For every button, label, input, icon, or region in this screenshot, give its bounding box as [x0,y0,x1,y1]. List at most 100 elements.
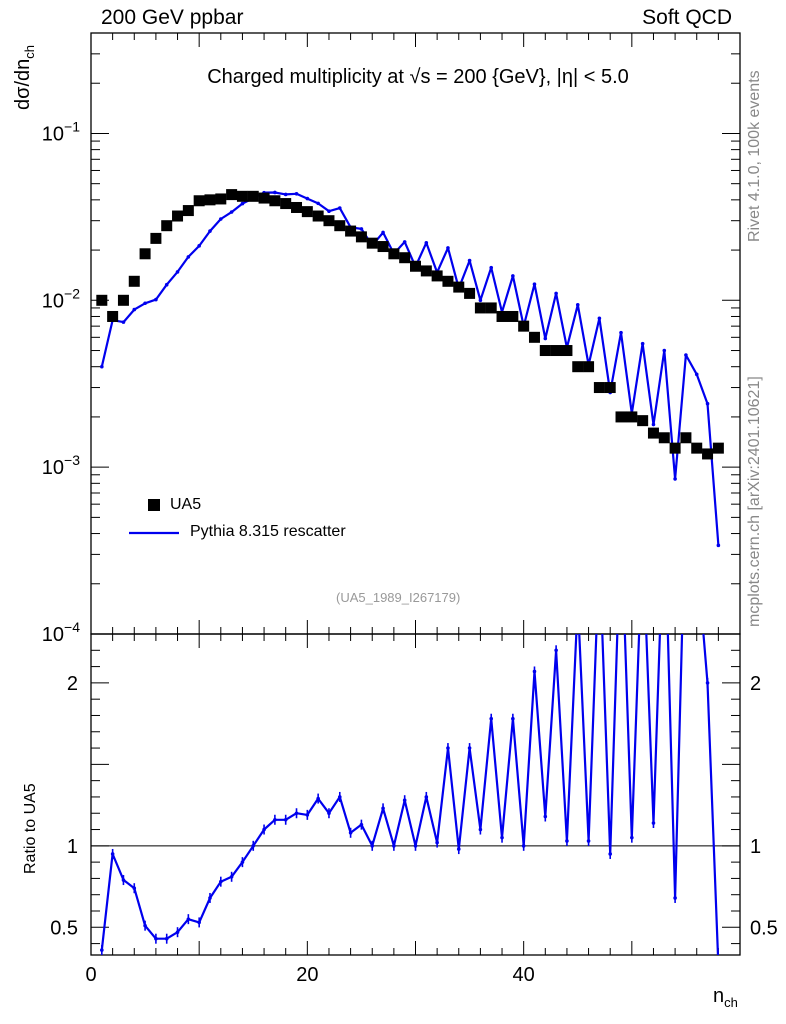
ratio-point [316,796,320,801]
ratio-point [424,795,429,799]
ratio-point [586,839,591,843]
ratio-point [608,852,612,856]
ratio-point [229,874,234,879]
data-point [323,215,335,227]
data-point [388,248,400,260]
ratio-point [402,798,407,803]
ratio-point [521,844,526,848]
data-point [291,201,303,213]
data-point [280,198,292,210]
data-point [496,310,508,322]
y-axis-label-main: dσ/dn [12,58,34,110]
ratio-point [467,746,472,750]
mc-point [305,196,310,201]
data-point [691,442,703,454]
data-point [658,432,670,444]
y-tick-label: 10−4 [42,619,80,646]
data-point [474,302,486,314]
ratio-point [565,839,569,843]
data-point [107,310,119,322]
ratio-point [175,930,180,934]
data-point [431,270,443,282]
ratio-tick-label-left: 2 [67,673,78,695]
ratio-point [251,844,256,848]
data-point [366,237,378,249]
ratio-point [381,806,385,811]
mc-point [640,341,645,346]
legend-ua5-marker [148,499,160,511]
ratio-point [100,948,104,952]
ratio-point [294,811,299,816]
mc-point [327,209,331,214]
data-point [172,210,184,222]
data-point [539,345,551,357]
ratio-point [413,844,418,848]
header-right: Soft QCD [642,6,732,29]
data-point [593,382,605,394]
data-point [334,220,346,232]
mc-point [143,301,147,306]
mc-point [164,282,169,287]
data-point [193,195,205,207]
data-point [312,210,324,222]
ratio-point [630,835,634,840]
ratio-point [478,827,483,832]
ratio-point [283,817,288,822]
y-axis-label: dσ/dnch [12,45,37,110]
chart-title: Charged multiplicity at √s = 200 {GeV}, … [207,66,629,88]
ratio-point [651,821,656,825]
mc-point [424,241,429,245]
ratio-point [208,896,212,900]
mc-point [186,255,191,259]
mc-point [532,282,537,286]
data-point [247,190,259,202]
ratio-point [532,669,537,674]
ratio-point [348,830,353,835]
ratio-point [641,534,645,538]
mc-point [446,246,450,250]
ratio-point [511,716,515,721]
y-tick-label: 10−1 [42,118,80,145]
ratio-point [110,852,115,856]
ratio-frame [90,633,741,956]
legend-ua5-label: UA5 [170,496,202,513]
mc-series-line [100,191,720,546]
ratio-point [717,965,721,969]
data-point [626,411,638,423]
mc-point [273,190,277,195]
data-point [117,294,129,306]
ratio-point [154,936,158,941]
mc-point [219,217,223,221]
data-point [572,361,584,373]
ratio-point [197,920,201,925]
data-point [518,320,530,332]
ratio-point [262,827,266,832]
x-axis-label: nch [713,985,738,1010]
mc-point [684,353,688,357]
x-tick-label: 20 [296,964,318,986]
mc-point [381,230,385,235]
ratio-tick-label-right: 1 [750,836,761,858]
x-tick-label: 0 [85,964,96,986]
data-point [377,241,389,253]
mc-point [359,227,364,231]
data-point [182,205,194,217]
x-axis-label-sub: ch [724,995,738,1010]
mc-point [543,336,548,341]
mcplots-label: mcplots.cern.ch [arXiv:2401.10621] [746,376,763,627]
ratio-point [359,822,364,827]
mc-point [597,316,602,321]
mc-point [511,274,515,278]
ratio-tick-label-right: 2 [750,673,761,695]
x-axis-label-main: n [713,985,725,1007]
data-point [464,287,476,299]
mc-point [154,297,158,302]
y-axis-label-sub: ch [22,44,37,59]
data-point [301,206,313,218]
mc-point [467,258,472,263]
data-point [399,252,411,264]
rivet-version-label: Rivet 4.1.0, 100k events [746,70,763,242]
y-tick-label: 10−3 [42,452,80,479]
data-point [345,225,357,237]
